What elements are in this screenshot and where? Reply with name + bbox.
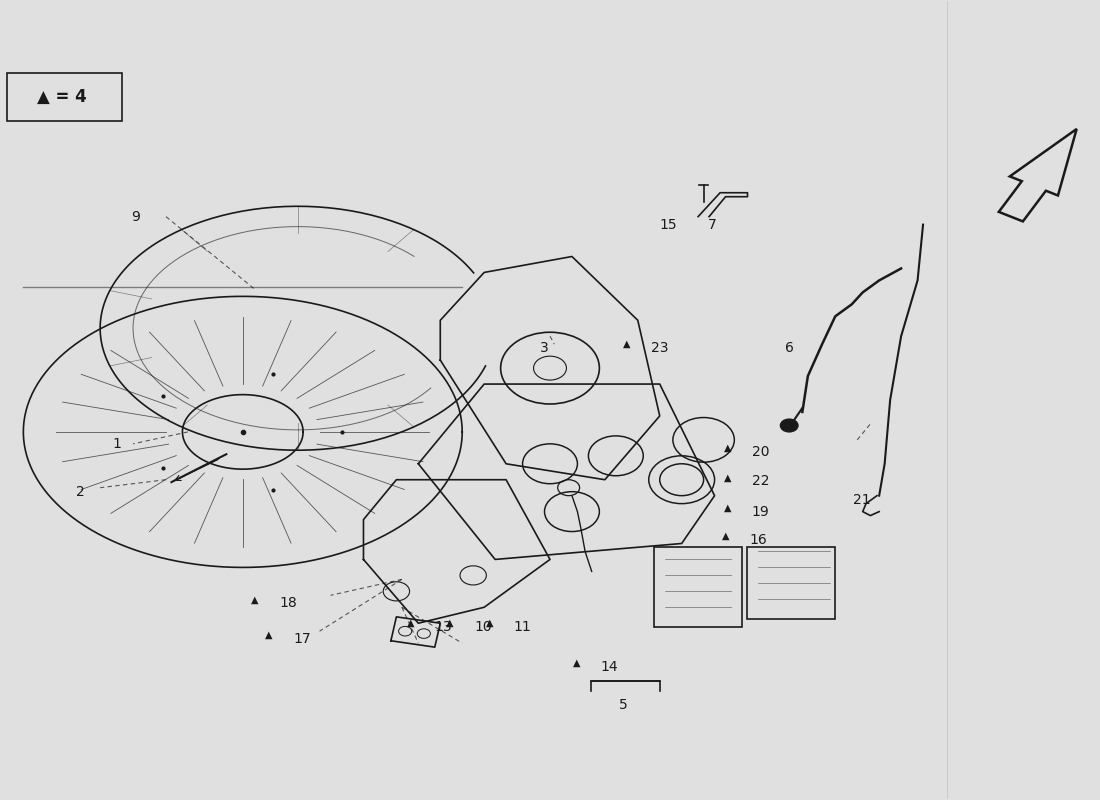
Text: 3: 3	[540, 341, 549, 355]
Text: 19: 19	[752, 505, 770, 518]
Text: ▲: ▲	[447, 618, 454, 628]
Text: 7: 7	[708, 218, 717, 232]
Text: 14: 14	[601, 660, 618, 674]
Text: 13: 13	[434, 620, 452, 634]
Text: ▲ = 4: ▲ = 4	[37, 88, 87, 106]
Text: ▲: ▲	[265, 630, 273, 640]
Text: 5: 5	[619, 698, 628, 711]
Text: 23: 23	[651, 341, 669, 355]
Text: 15: 15	[660, 218, 678, 232]
Text: ▲: ▲	[722, 530, 729, 541]
Text: 11: 11	[514, 620, 531, 634]
Text: 10: 10	[474, 620, 492, 634]
Text: 9: 9	[131, 210, 140, 224]
Text: 16: 16	[750, 533, 768, 546]
Circle shape	[780, 419, 798, 432]
Text: ▲: ▲	[724, 472, 732, 482]
Text: 1: 1	[112, 437, 121, 451]
Text: ▲: ▲	[724, 502, 732, 513]
Text: ▲: ▲	[724, 443, 732, 453]
Text: ▲: ▲	[573, 658, 580, 668]
Text: 17: 17	[294, 632, 311, 646]
Text: ▲: ▲	[623, 339, 630, 349]
Text: 6: 6	[784, 341, 793, 355]
Text: ▲: ▲	[251, 594, 258, 604]
Text: 18: 18	[279, 596, 297, 610]
Text: 20: 20	[752, 445, 769, 459]
Text: 21: 21	[852, 493, 870, 506]
Text: 22: 22	[752, 474, 769, 488]
Text: 2: 2	[76, 485, 85, 498]
Text: ▲: ▲	[407, 618, 415, 628]
Text: ▲: ▲	[486, 618, 494, 628]
